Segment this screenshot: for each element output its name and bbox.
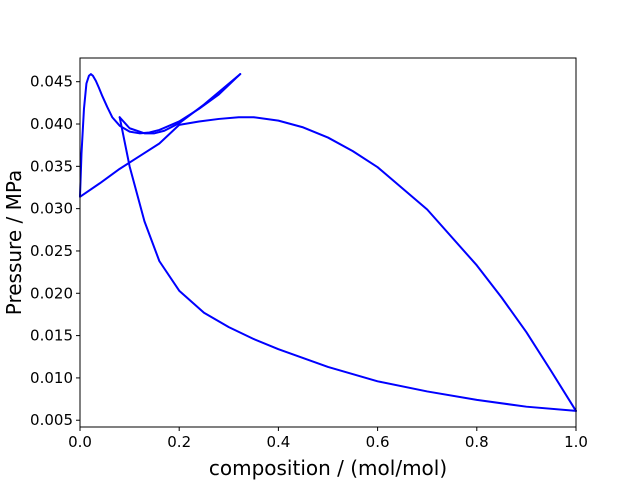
series-line-4 <box>79 116 577 412</box>
y-tick-label: 0.025 <box>30 242 73 260</box>
x-tick-label: 0.0 <box>68 433 92 451</box>
y-tick-label: 0.030 <box>30 200 73 218</box>
y-tick-label: 0.045 <box>30 73 73 91</box>
y-tick-label: 0.035 <box>30 157 73 175</box>
series-line-3 <box>118 116 577 412</box>
x-tick-label: 0.2 <box>167 433 191 451</box>
y-tick-label: 0.015 <box>30 327 73 345</box>
series-layer <box>79 73 577 412</box>
y-axis-label: Pressure / MPa <box>2 170 26 316</box>
y-tick-label: 0.010 <box>30 369 73 387</box>
x-axis-ticks: 0.0 0.2 0.4 0.6 0.8 1.0 <box>68 427 588 451</box>
plot-frame <box>79 57 577 428</box>
x-tick-label: 0.6 <box>366 433 390 451</box>
y-tick-label: 0.040 <box>30 115 73 133</box>
y-axis-ticks: 0.005 0.010 0.015 0.020 0.025 0.030 0.035 0.040… <box>30 73 80 429</box>
y-tick-label: 0.020 <box>30 284 73 302</box>
x-axis-label: composition / (mol/mol) <box>209 456 447 480</box>
x-tick-label: 0.8 <box>465 433 489 451</box>
series-line-2 <box>118 73 242 135</box>
x-tick-label: 1.0 <box>564 433 588 451</box>
x-tick-label: 0.4 <box>266 433 290 451</box>
series-line-1 <box>79 73 242 197</box>
y-tick-label: 0.005 <box>30 411 73 429</box>
